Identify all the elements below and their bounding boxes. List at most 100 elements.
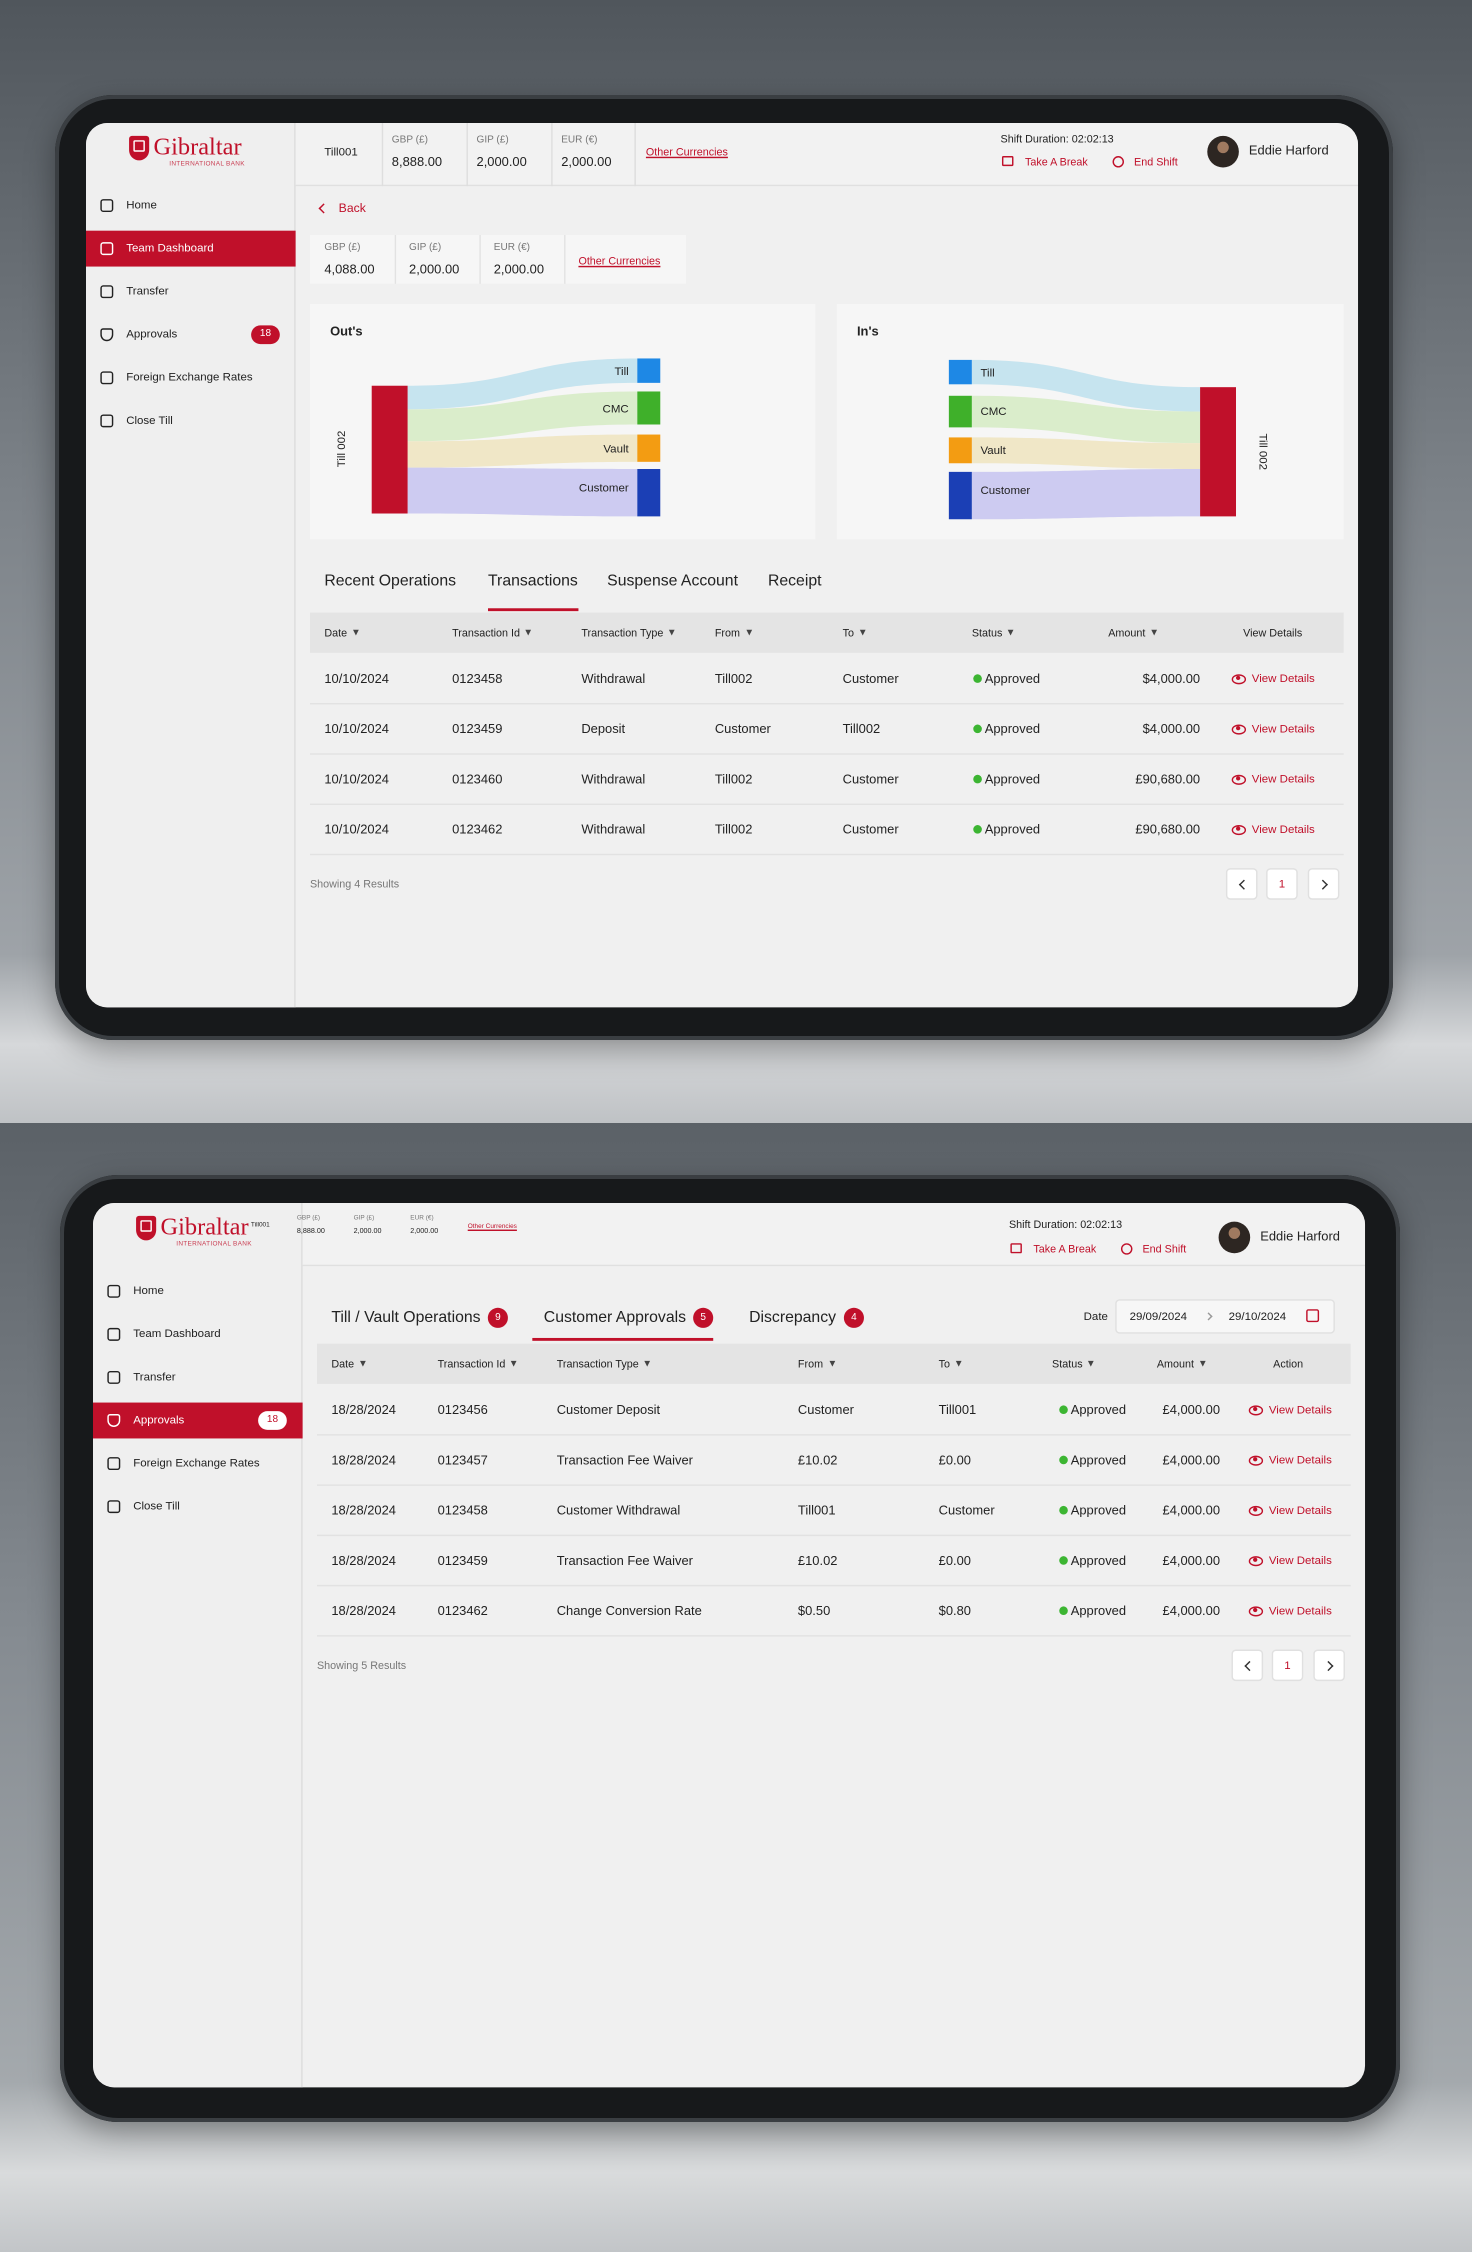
view-details-link[interactable]: View Details	[1268, 1403, 1332, 1417]
view-details-link[interactable]: View Details	[1268, 1453, 1332, 1467]
nav-item[interactable]: Transfer	[126, 284, 169, 298]
filter-icon	[525, 629, 532, 636]
chevron-icon	[1238, 878, 1249, 889]
table-cell: Till002	[714, 671, 753, 686]
table-cell: 0123459	[437, 1553, 488, 1568]
filter-icon	[360, 1360, 366, 1367]
till-id: Till001	[324, 145, 358, 159]
other-currencies-link[interactable]: Other Currencies	[645, 145, 728, 159]
tab-badge-count: 9	[495, 1312, 501, 1323]
nav-item[interactable]: Transfer	[133, 1370, 176, 1384]
table-cell: Till002	[714, 771, 753, 787]
sankey-node	[948, 437, 972, 464]
table-cell: 0123456	[437, 1402, 488, 1417]
view-details-link[interactable]: View Details	[1251, 772, 1315, 786]
clock-icon	[1120, 1243, 1133, 1255]
tab[interactable]: Suspense Account	[607, 572, 738, 590]
sankey-node	[637, 434, 661, 462]
header-bar	[302, 1203, 1366, 1267]
date-range-input[interactable]	[1115, 1299, 1335, 1334]
chart-title: In's	[856, 323, 879, 339]
tab[interactable]: Recent Operations	[324, 572, 457, 590]
shift-duration: Shift Duration: 02:02:13	[1008, 1218, 1123, 1231]
take-break-button[interactable]: Take A Break	[1033, 1242, 1097, 1256]
tab[interactable]: Receipt	[767, 572, 822, 590]
user-name[interactable]: Eddie Harford	[1248, 143, 1329, 158]
end-shift-button[interactable]: End Shift	[1134, 155, 1178, 169]
table-cell: $0.50	[797, 1603, 831, 1618]
eye-icon	[1231, 673, 1247, 684]
eye-pupil	[1253, 1557, 1258, 1563]
date-to: 29/10/2024	[1228, 1309, 1287, 1323]
eye-pupil	[1253, 1407, 1258, 1412]
currency-label: GIP (£)	[353, 1213, 375, 1221]
nav-icon	[100, 327, 114, 341]
filter-icon	[668, 629, 675, 636]
column-header: From	[714, 626, 740, 640]
nav-item[interactable]: Close Till	[133, 1499, 180, 1513]
other-currencies-link[interactable]: Other Currencies	[578, 254, 661, 268]
tab-badge: 9	[487, 1307, 508, 1328]
nav-item[interactable]: Foreign Exchange Rates	[133, 1456, 260, 1470]
nav-item[interactable]: Home	[133, 1284, 164, 1298]
nav-badge-count: 18	[259, 329, 272, 340]
table-row	[316, 1586, 1351, 1636]
nav-item[interactable]: Approvals	[133, 1413, 185, 1427]
table-cell: £10.02	[797, 1553, 838, 1568]
column-header: Action	[1273, 1357, 1304, 1371]
eye-pupil	[1253, 1608, 1258, 1613]
tab[interactable]: Transactions	[487, 572, 578, 590]
view-details-link[interactable]: View Details	[1268, 1503, 1332, 1517]
nav-item[interactable]: Team Dashboard	[133, 1327, 221, 1341]
eye-pupil	[1253, 1457, 1258, 1462]
currency-label: EUR (€)	[410, 1213, 434, 1221]
tab[interactable]: Customer Approvals	[543, 1309, 687, 1327]
currency-label: GBP (£)	[296, 1213, 321, 1221]
brand-subtitle: INTERNATIONAL BANK	[169, 159, 245, 167]
nav-item[interactable]: Foreign Exchange Rates	[126, 370, 253, 384]
page-number-button[interactable]: 1	[1271, 1649, 1304, 1682]
column-header: Date	[324, 626, 348, 640]
view-details-link[interactable]: View Details	[1251, 672, 1315, 686]
sankey-node-label: Vault	[980, 443, 1006, 457]
take-break-button[interactable]: Take A Break	[1024, 155, 1088, 169]
view-details-link[interactable]: View Details	[1268, 1554, 1332, 1567]
status-text: Approved	[984, 771, 1041, 787]
table-row	[316, 1535, 1351, 1586]
calendar-icon	[1306, 1309, 1320, 1323]
amount-cell: £90,680.00	[1135, 822, 1201, 837]
view-details-link[interactable]: View Details	[1268, 1604, 1332, 1618]
page-arrow-button[interactable]	[1307, 868, 1340, 900]
other-currencies-link[interactable]: Other Currencies	[467, 1222, 517, 1230]
eye-icon	[1248, 1555, 1264, 1566]
back-button[interactable]: Back	[338, 200, 366, 215]
nav-item[interactable]: Close Till	[126, 413, 173, 427]
nav-active-background	[86, 229, 296, 266]
status-text: Approved	[1070, 1603, 1127, 1618]
balance-card	[309, 234, 687, 284]
user-name[interactable]: Eddie Harford	[1260, 1228, 1340, 1244]
page-arrow-button[interactable]	[1231, 1649, 1264, 1682]
column-header: Status	[1052, 1357, 1083, 1371]
end-shift-button[interactable]: End Shift	[1142, 1242, 1187, 1256]
sankey-node-label: Vault	[603, 441, 629, 455]
page-arrow-button[interactable]	[1313, 1649, 1345, 1682]
avatar-face	[1217, 141, 1229, 154]
page-number-button[interactable]: 1	[1266, 868, 1298, 900]
page-arrow-button[interactable]	[1225, 868, 1258, 900]
currency-value: 2,000.00	[561, 154, 612, 169]
filter-icon	[644, 1360, 651, 1367]
view-details-link[interactable]: View Details	[1251, 722, 1315, 736]
sankey-flow	[407, 358, 638, 410]
table-cell: Customer	[714, 721, 771, 737]
nav-item[interactable]: Approvals	[126, 327, 178, 341]
nav-item[interactable]: Team Dashboard	[126, 241, 214, 255]
view-details-link[interactable]: View Details	[1251, 822, 1315, 836]
table-cell: 10/10/2024	[324, 822, 389, 837]
tab[interactable]: Discrepancy	[749, 1309, 837, 1327]
amount-cell: £4,000.00	[1162, 1603, 1221, 1618]
currency-value: 4,088.00	[324, 262, 375, 277]
tab[interactable]: Till / Vault Operations	[331, 1309, 481, 1327]
nav-item[interactable]: Home	[126, 198, 157, 212]
table-cell: Withdrawal	[581, 771, 646, 787]
